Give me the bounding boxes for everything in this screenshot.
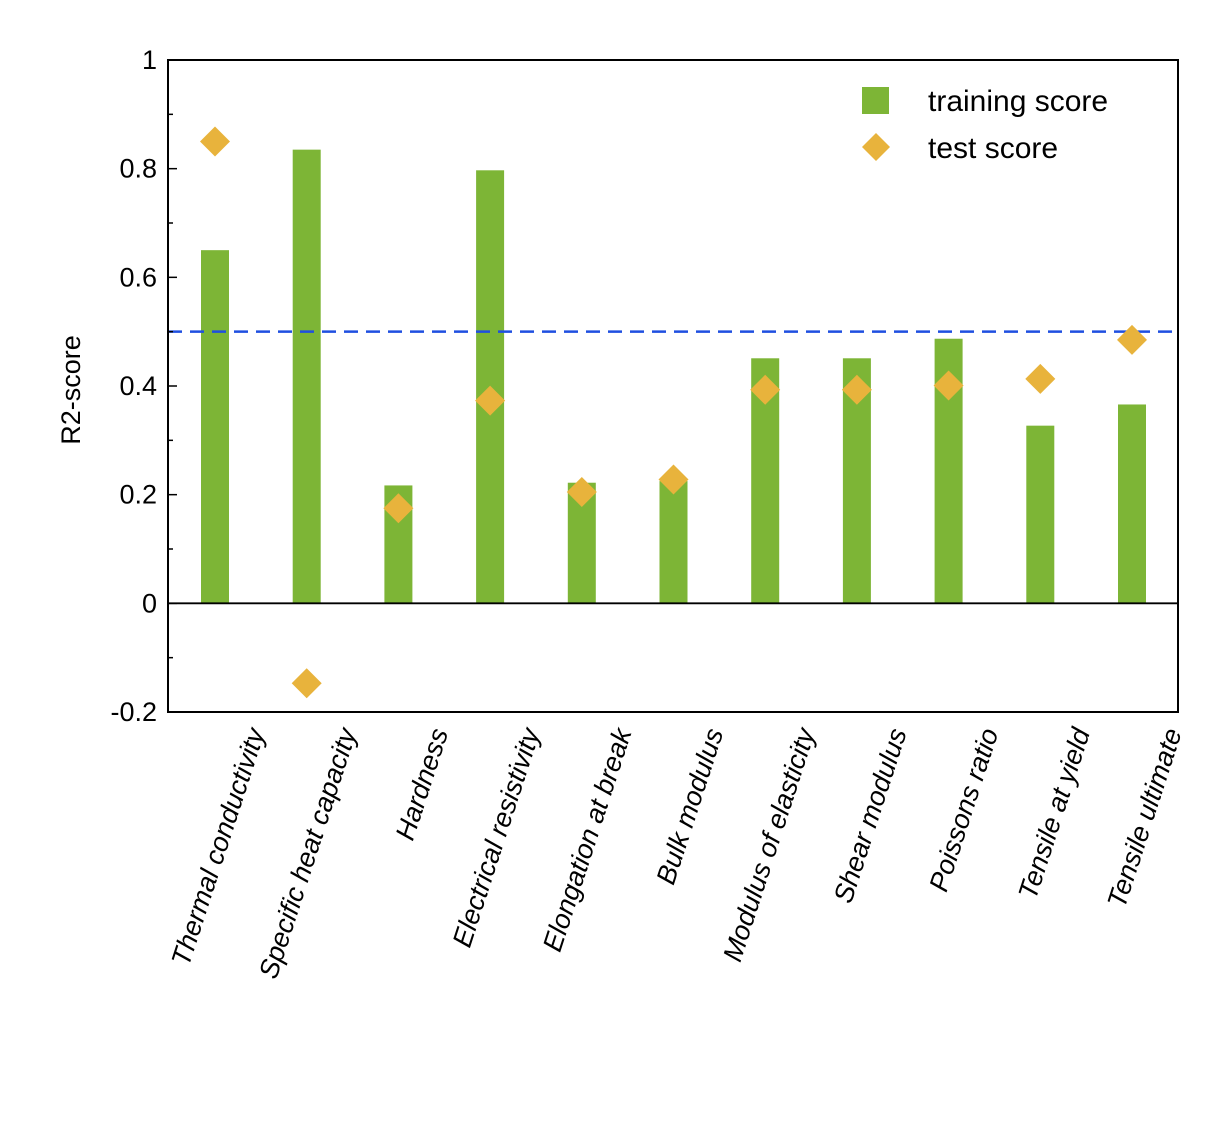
test-score-marker	[566, 476, 597, 507]
training-score-bar	[1026, 425, 1055, 604]
x-category-label: Tensile at yield	[1013, 724, 1097, 903]
training-score-bar	[1118, 404, 1146, 604]
legend: training score test score	[862, 85, 1108, 165]
x-category-label: Modulus of elasticity	[717, 723, 821, 965]
legend-swatch-training-score	[862, 87, 889, 114]
y-tick-label: 0.6	[119, 262, 157, 292]
x-category-label: Specific heat capacity	[253, 723, 363, 982]
test-score-marker	[1025, 363, 1056, 394]
y-tick-label: 1	[142, 45, 157, 75]
training-score-bar	[659, 481, 688, 604]
y-tick-label: 0.8	[119, 154, 157, 184]
x-category-label: Poissons ratio	[923, 725, 1004, 896]
x-category-label: Electrical resistivity	[447, 723, 546, 951]
x-category-label: Hardness	[390, 725, 454, 844]
test-score-marker	[750, 374, 781, 405]
test-score-marker	[475, 385, 506, 416]
y-tick-label: 0	[142, 588, 157, 618]
y-tick-label: 0.2	[119, 480, 157, 510]
test-score-markers	[200, 126, 1147, 699]
y-axis: -0.2 0 0.2 0.4 0.6 0.8 1	[110, 45, 177, 727]
test-score-marker	[383, 493, 414, 524]
legend-label-training-score: training score	[928, 85, 1108, 118]
training-score-bar	[292, 149, 321, 604]
test-score-marker	[200, 126, 230, 157]
legend-swatch-test-score	[862, 133, 890, 161]
x-category-label: Thermal conductivity	[166, 723, 272, 969]
x-category-label: Bulk modulus	[651, 725, 730, 888]
training-score-bars	[201, 149, 1146, 604]
x-category-label: Shear modulus	[828, 725, 913, 907]
test-score-marker	[1117, 324, 1147, 355]
training-score-bar	[201, 250, 229, 604]
y-tick-label: 0.4	[119, 371, 157, 401]
test-score-marker	[841, 374, 872, 405]
y-tick-label: -0.2	[110, 697, 157, 727]
test-score-marker	[291, 668, 322, 699]
test-score-marker	[658, 464, 689, 495]
test-score-marker	[933, 370, 964, 401]
x-category-label: Tensile ultimate	[1102, 725, 1188, 912]
legend-label-test-score: test score	[928, 132, 1058, 165]
y-axis-title: R2-score	[56, 335, 86, 445]
x-category-label: Elongation at break	[537, 723, 638, 955]
